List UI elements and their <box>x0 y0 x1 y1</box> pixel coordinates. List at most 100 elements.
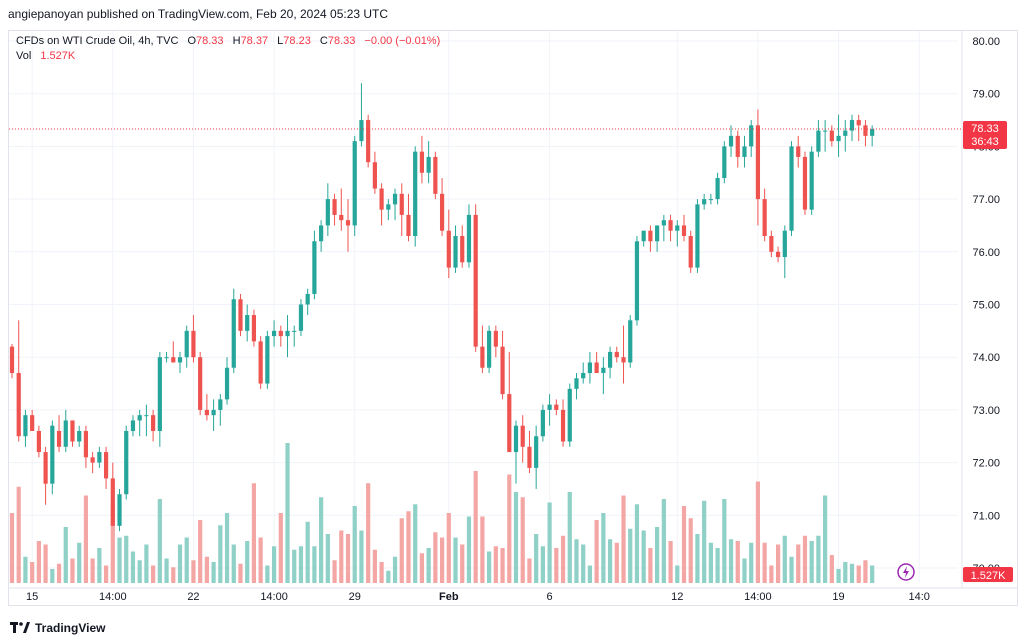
volume-bar <box>117 537 122 583</box>
x-tick-label: 29 <box>349 591 361 603</box>
candle-body <box>345 220 351 226</box>
candle-body <box>399 193 404 215</box>
candle-body <box>16 373 21 437</box>
candle-body <box>90 457 95 463</box>
candle-body <box>715 178 720 200</box>
volume-bar <box>755 481 761 583</box>
volume-bar <box>870 565 875 583</box>
volume-bar <box>332 560 337 583</box>
x-tick-label: 6 <box>547 591 553 603</box>
volume-bar <box>655 527 660 583</box>
candle-body <box>668 220 673 231</box>
volume-bar <box>352 506 357 583</box>
volume-bar <box>90 558 95 583</box>
volume-bar <box>762 542 767 583</box>
volume-bar <box>97 548 102 583</box>
candle-body <box>392 193 398 205</box>
volume-bar <box>157 499 162 583</box>
volume-bar <box>802 535 808 583</box>
candle-body <box>695 204 700 268</box>
candle-body <box>493 330 498 347</box>
volume-bar <box>305 521 310 583</box>
volume-bar <box>473 471 478 583</box>
footer-brand[interactable]: TradingView <box>10 621 105 635</box>
y-tick-label: 71.00 <box>972 510 1000 522</box>
candle-body <box>601 367 606 374</box>
volume-bar <box>507 474 512 583</box>
candle-body <box>83 430 89 458</box>
volume-bar <box>513 492 519 583</box>
candle-body <box>843 130 848 136</box>
candle-body <box>728 135 734 147</box>
candle-body <box>520 425 525 447</box>
volume-tag-value: 1.527K <box>971 570 1007 582</box>
volume-bar <box>466 516 472 583</box>
candle-body <box>265 336 270 384</box>
candle-body <box>386 204 391 210</box>
lightning-bolt-icon <box>903 566 909 578</box>
candle-body <box>372 162 377 189</box>
open-value: 78.33 <box>196 35 224 47</box>
volume-bar <box>634 504 640 583</box>
candle-body <box>238 299 243 331</box>
volume-bar <box>43 544 48 583</box>
volume-value: 1.527K <box>40 50 76 62</box>
volume-bar <box>614 542 619 583</box>
candle-body <box>554 404 559 410</box>
candle-body <box>433 156 438 194</box>
candle-body <box>164 357 169 359</box>
candle-body <box>480 346 485 368</box>
candle-body <box>43 452 48 484</box>
volume-bar <box>628 528 633 583</box>
volume-bar <box>493 546 498 583</box>
volume-bar <box>487 551 492 583</box>
candle-body <box>628 320 633 363</box>
candle-body <box>849 120 855 131</box>
volume-bar <box>823 495 828 583</box>
candle-body <box>735 135 740 157</box>
candle-body <box>117 494 122 526</box>
chart-panel[interactable] <box>8 30 1018 606</box>
volume-bar <box>769 565 774 583</box>
candle-body <box>749 125 754 147</box>
candle-body <box>661 220 666 226</box>
volume-bar <box>547 502 552 583</box>
x-tick-label: 15 <box>26 591 38 603</box>
volume-bar <box>641 530 646 583</box>
candle-body <box>137 415 142 421</box>
candle-body <box>802 156 808 210</box>
candle-body <box>271 330 277 337</box>
candle-body <box>708 199 713 201</box>
volume-bar <box>204 556 209 583</box>
volume-label: Vol <box>16 50 32 62</box>
candle-body <box>198 357 203 410</box>
candle-body <box>789 146 794 231</box>
volume-bar <box>198 520 203 583</box>
volume-bar <box>16 486 21 583</box>
candle-body <box>782 230 787 258</box>
candle-body <box>473 214 478 347</box>
volume-bar <box>621 495 626 583</box>
volume-bar <box>661 499 666 583</box>
chart-legend: CFDs on WTI Crude Oil, 4h, TVC O78.33 H7… <box>16 34 440 64</box>
candle-body <box>688 235 693 268</box>
volume-bar <box>708 542 713 583</box>
candle-body <box>63 420 68 447</box>
candle-body <box>823 130 828 132</box>
volume-bar <box>520 497 525 583</box>
volume-bar <box>251 483 257 583</box>
candle-body <box>352 141 357 226</box>
volume-bar <box>836 569 841 583</box>
volume-bar <box>581 544 586 583</box>
volume-bar <box>124 535 129 583</box>
volume-bar <box>702 500 707 583</box>
volume-bar <box>567 492 572 583</box>
symbol-label: CFDs on WTI Crude Oil, 4h, TVC <box>16 35 179 47</box>
volume-bar <box>446 513 451 583</box>
candle-body <box>413 151 418 236</box>
candle-body <box>870 129 875 136</box>
candle-body <box>332 199 337 215</box>
volume-bar <box>688 518 693 583</box>
y-tick-label: 74.00 <box>972 352 1000 364</box>
